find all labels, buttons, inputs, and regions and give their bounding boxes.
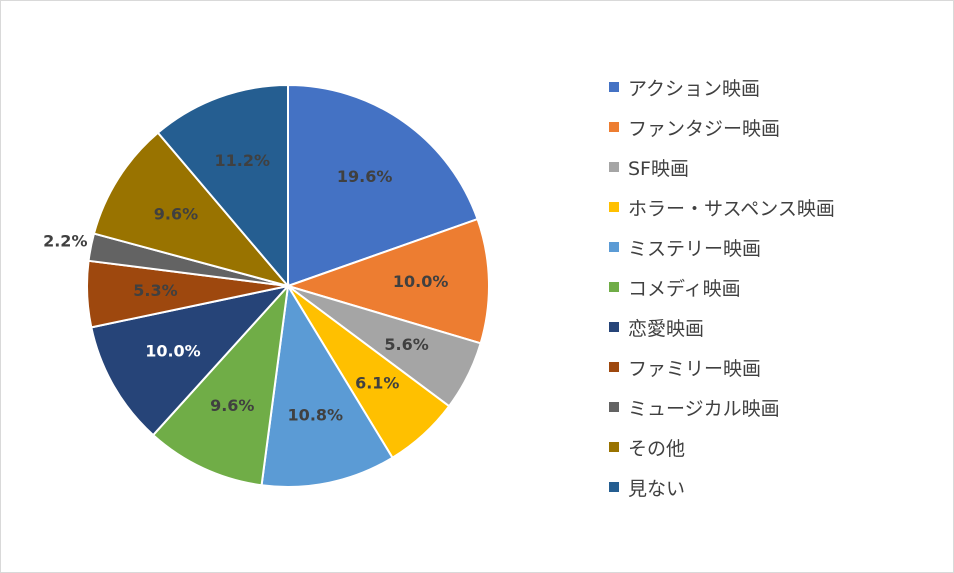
data-label: 19.6% bbox=[337, 167, 393, 186]
legend-swatch bbox=[609, 202, 619, 212]
legend-item: アクション映画 bbox=[609, 67, 835, 107]
legend-swatch bbox=[609, 162, 619, 172]
legend: アクション映画 ファンタジー映画 SF映画ホラー・サスペンス映画 ミステリー映画 コメデ… bbox=[609, 67, 835, 507]
legend-swatch bbox=[609, 322, 619, 332]
data-label: 10.8% bbox=[288, 405, 344, 424]
legend-swatch bbox=[609, 482, 619, 492]
legend-item: ファンタジー映画 bbox=[609, 107, 835, 147]
legend-swatch bbox=[609, 402, 619, 412]
legend-swatch bbox=[609, 442, 619, 452]
data-label: 6.1% bbox=[355, 374, 399, 393]
legend-label: ミュージカル映画 bbox=[628, 397, 780, 420]
data-label: 5.6% bbox=[384, 335, 428, 354]
legend-item: ホラー・サスペンス映画 bbox=[609, 187, 835, 227]
data-label: 10.0% bbox=[393, 272, 449, 291]
data-label: 10.0% bbox=[145, 342, 201, 361]
legend-label: ファンタジー映画 bbox=[628, 117, 781, 140]
data-label: 11.2% bbox=[215, 151, 271, 170]
legend-item: SF映画 bbox=[609, 147, 835, 187]
legend-item: 見ない bbox=[609, 467, 835, 507]
pie-slice bbox=[151, 282, 290, 487]
pie-slice bbox=[156, 83, 289, 289]
data-label: 9.6% bbox=[210, 396, 254, 415]
legend-label: ホラー・サスペンス映画 bbox=[628, 197, 835, 220]
pie-slice bbox=[92, 131, 291, 288]
data-label: 5.3% bbox=[133, 281, 177, 300]
legend-item: ミュージカル映画 bbox=[609, 387, 835, 427]
legend-swatch bbox=[609, 282, 619, 292]
legend-swatch bbox=[609, 362, 619, 372]
legend-swatch bbox=[609, 122, 619, 132]
pie-slice bbox=[90, 284, 291, 437]
legend-item: その他 bbox=[609, 427, 835, 467]
pie-slice bbox=[284, 217, 490, 345]
legend-item: ファミリー映画 bbox=[609, 347, 835, 387]
data-label: 9.6% bbox=[154, 204, 198, 223]
legend-label: 恋愛映画 bbox=[628, 317, 705, 340]
legend-label: アクション映画 bbox=[628, 77, 761, 100]
legend-label: SF映画 bbox=[628, 157, 689, 180]
legend-label: 見ない bbox=[628, 477, 686, 500]
legend-label: コメディ映画 bbox=[628, 277, 741, 300]
legend-item: コメディ映画 bbox=[609, 267, 835, 307]
legend-swatch bbox=[609, 242, 619, 252]
legend-item: ミステリー映画 bbox=[609, 227, 835, 267]
legend-label: その他 bbox=[628, 437, 686, 460]
pie-slice bbox=[260, 283, 394, 488]
legend-swatch bbox=[609, 82, 619, 92]
legend-label: ミステリー映画 bbox=[628, 237, 762, 260]
data-label: 2.2% bbox=[43, 232, 87, 251]
legend-label: ファミリー映画 bbox=[628, 357, 762, 380]
legend-item: 恋愛映画 bbox=[609, 307, 835, 347]
